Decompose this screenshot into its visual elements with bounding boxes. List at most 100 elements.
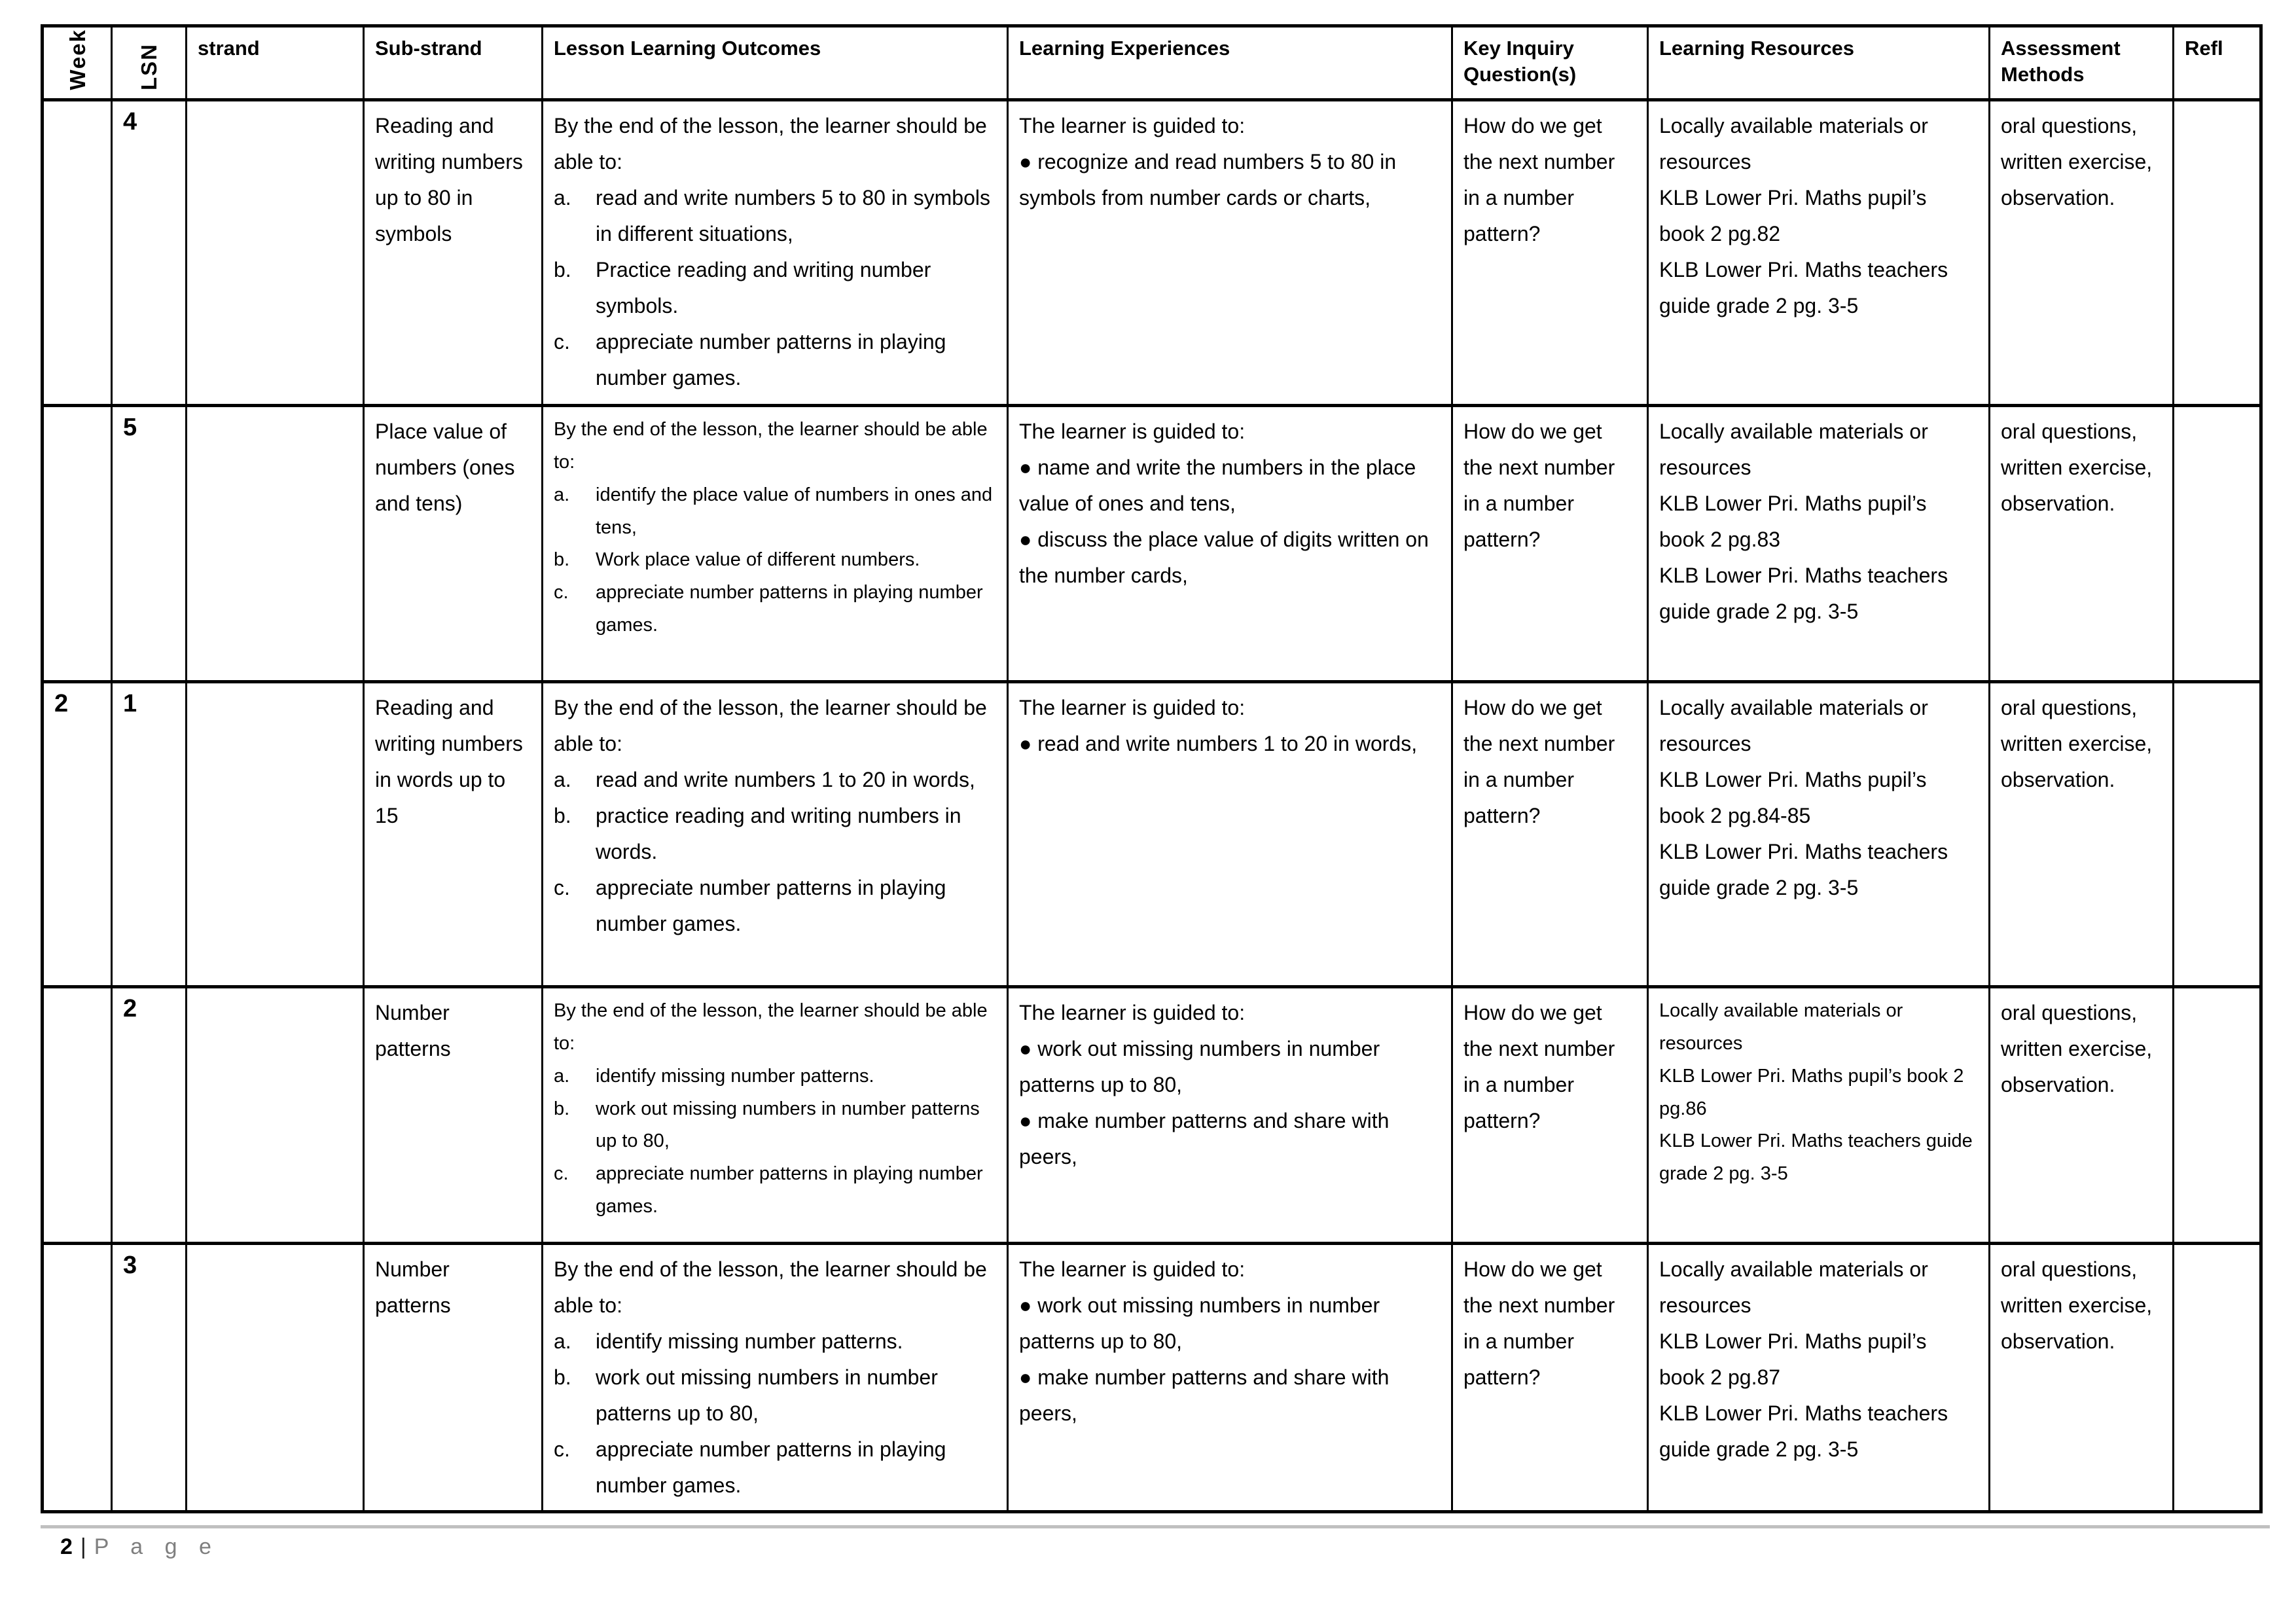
outcome-item: c. appreciate number patterns in playing … [554, 870, 996, 942]
assessment-text: oral questions, written exercise, observ… [2001, 1000, 2153, 1096]
page-footer: 2 | P a g e [60, 1534, 219, 1560]
cell-key-inquiry: How do we get the next number in a numbe… [1451, 403, 1649, 683]
assessment-text: oral questions, written exercise, observ… [2001, 1257, 2153, 1353]
experience-bullet: ● make number patterns and share with pe… [1019, 1109, 1390, 1169]
outcome-item-text: appreciate number patterns in playing nu… [596, 330, 946, 390]
table-row: 3 Number patterns By the end of the lesson… [41, 1241, 2262, 1514]
outcome-item-label: c. [554, 330, 570, 354]
experiences-intro: The learner is guided to: [1019, 695, 1246, 719]
cell-experiences: The learner is guided to: ● work out miss… [1007, 1241, 1453, 1514]
outcome-item-text: appreciate number patterns in playing nu… [596, 1437, 946, 1498]
col-header-label: Key Inquiry Question(s) [1463, 37, 1577, 86]
col-header-label: Week [65, 29, 90, 90]
cell-experiences: The learner is guided to: ● work out miss… [1007, 984, 1453, 1245]
resource-line: KLB Lower Pri. Maths pupil’s book 2 pg.8… [1659, 185, 1927, 246]
outcome-item-text: Work place value of different numbers. [596, 549, 920, 571]
experience-bullet: ● make number patterns and share with pe… [1019, 1365, 1390, 1426]
outcome-item-text: identify the place value of numbers in o… [596, 484, 993, 538]
col-header-assessment: Assessment Methods [1988, 24, 2174, 101]
outcomes-intro: By the end of the lesson, the learner sh… [554, 418, 988, 473]
outcome-item-label: b. [554, 804, 571, 828]
lsn-number: 4 [123, 107, 137, 135]
cell-week: 2 [41, 679, 113, 988]
assessment-text: oral questions, written exercise, observ… [2001, 695, 2153, 791]
cell-week [41, 98, 113, 407]
cell-resources: Locally available materials or resources… [1647, 1241, 1990, 1514]
assessment-text: oral questions, written exercise, observ… [2001, 419, 2153, 515]
table-row: 5 Place value of numbers (ones and tens) B… [41, 403, 2262, 683]
cell-outcomes: By the end of the lesson, the learner sh… [541, 403, 1009, 683]
col-header-experiences: Learning Experiences [1007, 24, 1453, 101]
outcome-item-label: b. [554, 549, 570, 571]
experiences-intro: The learner is guided to: [1019, 1000, 1246, 1024]
table-row: 2 1 Reading and writing numbers in words u… [41, 679, 2262, 988]
outcome-item: b. work out missing numbers in number pat… [554, 1360, 996, 1432]
cell-strand [185, 98, 365, 407]
sub-strand-text: Reading and writing numbers in words up … [375, 695, 523, 828]
week-number: 2 [54, 689, 69, 717]
table-head: Week LSN strand Sub-strand Lesson Learning O… [41, 24, 2262, 101]
cell-outcomes: By the end of the lesson, the learner sh… [541, 679, 1009, 988]
cell-sub-strand: Place value of numbers (ones and tens) [363, 403, 543, 683]
cell-assessment: oral questions, written exercise, observ… [1988, 1241, 2174, 1514]
cell-experiences: The learner is guided to: ● name and writ… [1007, 403, 1453, 683]
col-header-label: Learning Resources [1659, 37, 1855, 60]
outcomes-intro: By the end of the lesson, the learner sh… [554, 1257, 987, 1317]
cell-outcomes: By the end of the lesson, the learner sh… [541, 1241, 1009, 1514]
outcome-item: a. identify missing number patterns. [554, 1324, 996, 1360]
outcome-item-text: identify missing number patterns. [596, 1329, 903, 1353]
cell-key-inquiry: How do we get the next number in a numbe… [1451, 984, 1649, 1245]
outcome-item: a. read and write numbers 1 to 20 in word… [554, 762, 996, 798]
outcome-item: a. identify the place value of numbers in… [554, 479, 996, 545]
cell-week [41, 403, 113, 683]
col-header-refl: Refl [2172, 24, 2262, 101]
outcome-item: c. appreciate number patterns in playing … [554, 577, 996, 642]
col-header-label: Assessment Methods [2001, 37, 2121, 86]
footer-page-label: P a g e [94, 1534, 219, 1559]
cell-week [41, 984, 113, 1245]
outcome-item: c. appreciate number patterns in playing … [554, 324, 996, 396]
outcome-item: b. practice reading and writing numbers i… [554, 798, 996, 870]
cell-refl [2172, 984, 2262, 1245]
cell-resources: Locally available materials or resources… [1647, 984, 1990, 1245]
outcome-item-text: appreciate number patterns in playing nu… [596, 582, 983, 636]
col-header-label: LSN [137, 43, 161, 90]
key-inquiry-text: How do we get the next number in a numbe… [1463, 113, 1615, 246]
sub-strand-text: Reading and writing numbers up to 80 in … [375, 113, 523, 246]
cell-experiences: The learner is guided to: ● recognize and… [1007, 98, 1453, 407]
table-row: 4 Reading and writing numbers up to 80 in… [41, 98, 2262, 407]
cell-lsn: 1 [111, 679, 187, 988]
header-row: Week LSN strand Sub-strand Lesson Learning O… [41, 24, 2262, 101]
cell-sub-strand: Reading and writing numbers up to 80 in … [363, 98, 543, 407]
outcome-item-label: c. [554, 1163, 569, 1185]
resource-line: Locally available materials or resources [1659, 695, 1928, 755]
cell-strand [185, 679, 365, 988]
resource-line: Locally available materials or resources [1659, 419, 1928, 479]
col-header-resources: Learning Resources [1647, 24, 1990, 101]
cell-refl [2172, 98, 2262, 407]
outcome-item-label: b. [554, 1098, 570, 1119]
key-inquiry-text: How do we get the next number in a numbe… [1463, 1257, 1615, 1390]
key-inquiry-text: How do we get the next number in a numbe… [1463, 419, 1615, 552]
sub-strand-text: Number patterns [375, 1000, 451, 1060]
col-header-label: Lesson Learning Outcomes [554, 37, 821, 60]
cell-lsn: 5 [111, 403, 187, 683]
col-header-week: Week [41, 24, 113, 101]
outcome-item: c. appreciate number patterns in playing … [554, 1158, 996, 1223]
cell-key-inquiry: How do we get the next number in a numbe… [1451, 679, 1649, 988]
outcome-item-text: identify missing number patterns. [596, 1065, 874, 1087]
outcome-item: b. Practice reading and writing number sy… [554, 252, 996, 324]
experience-bullet: ● work out missing numbers in number pat… [1019, 1036, 1380, 1096]
cell-key-inquiry: How do we get the next number in a numbe… [1451, 1241, 1649, 1514]
outcome-item-label: b. [554, 1365, 571, 1390]
footer-separator: | [80, 1534, 86, 1559]
resource-line: KLB Lower Pri. Maths teachers guide grad… [1659, 840, 1948, 900]
assessment-text: oral questions, written exercise, observ… [2001, 113, 2153, 209]
footer-divider [41, 1525, 2270, 1528]
cell-assessment: oral questions, written exercise, observ… [1988, 984, 2174, 1245]
sub-strand-text: Place value of numbers (ones and tens) [375, 419, 515, 515]
outcomes-intro: By the end of the lesson, the learner sh… [554, 1000, 988, 1054]
cell-lsn: 2 [111, 984, 187, 1245]
outcomes-intro: By the end of the lesson, the learner sh… [554, 113, 987, 173]
